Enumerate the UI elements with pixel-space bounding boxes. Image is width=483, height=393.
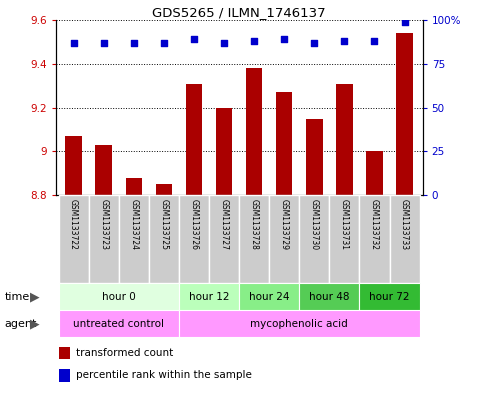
Text: GSM1133724: GSM1133724 [129,200,138,250]
Bar [396,33,413,195]
Point [220,40,228,46]
Bar [156,184,172,195]
Text: mycophenolic acid: mycophenolic acid [250,319,348,329]
Bar [366,151,383,195]
Bar [58,310,179,337]
Text: GSM1133722: GSM1133722 [69,200,78,250]
Bar [299,283,359,310]
Bar [359,195,389,283]
Bar [329,195,359,283]
Point [190,36,198,42]
Point [70,40,77,46]
Bar [126,178,142,195]
Point [311,40,318,46]
Point [370,38,378,44]
Text: hour 12: hour 12 [189,292,229,301]
Text: hour 24: hour 24 [249,292,289,301]
Bar [119,195,149,283]
Bar [58,283,179,310]
Bar [179,283,239,310]
Bar [149,195,179,283]
Text: hour 0: hour 0 [102,292,136,301]
Bar [89,195,119,283]
Bar [59,369,70,382]
Text: GSM1133733: GSM1133733 [400,200,409,251]
Point [100,40,108,46]
Point [401,19,409,25]
Bar [216,108,232,195]
Bar [276,92,293,195]
Bar [246,68,262,195]
Text: GSM1133727: GSM1133727 [220,200,228,250]
Bar [239,283,299,310]
Text: time: time [5,292,30,301]
Point [160,40,168,46]
Bar [269,195,299,283]
Text: GSM1133723: GSM1133723 [99,200,108,250]
Text: agent: agent [5,319,37,329]
Text: GSM1133728: GSM1133728 [250,200,258,250]
Bar [336,83,353,195]
Bar [65,136,82,195]
Bar [58,195,89,283]
Text: ▶: ▶ [30,290,40,303]
Text: transformed count: transformed count [76,348,173,358]
Bar [209,195,239,283]
Bar [359,283,420,310]
Point [280,36,288,42]
Text: GSM1133732: GSM1133732 [370,200,379,250]
Bar [306,119,323,195]
Text: ▶: ▶ [30,317,40,330]
Text: GSM1133731: GSM1133731 [340,200,349,250]
Bar [59,347,70,359]
Text: hour 48: hour 48 [309,292,350,301]
Point [250,38,258,44]
Text: hour 72: hour 72 [369,292,410,301]
Bar [239,195,269,283]
Text: GSM1133725: GSM1133725 [159,200,169,250]
Point [341,38,348,44]
Point [130,40,138,46]
Bar [96,145,112,195]
Bar [179,195,209,283]
Text: GSM1133726: GSM1133726 [189,200,199,250]
Title: GDS5265 / ILMN_1746137: GDS5265 / ILMN_1746137 [152,6,326,19]
Text: GSM1133730: GSM1133730 [310,200,319,251]
Text: percentile rank within the sample: percentile rank within the sample [76,370,252,380]
Bar [185,83,202,195]
Text: GSM1133729: GSM1133729 [280,200,289,250]
Bar [179,310,420,337]
Bar [389,195,420,283]
Text: untreated control: untreated control [73,319,164,329]
Bar [299,195,329,283]
